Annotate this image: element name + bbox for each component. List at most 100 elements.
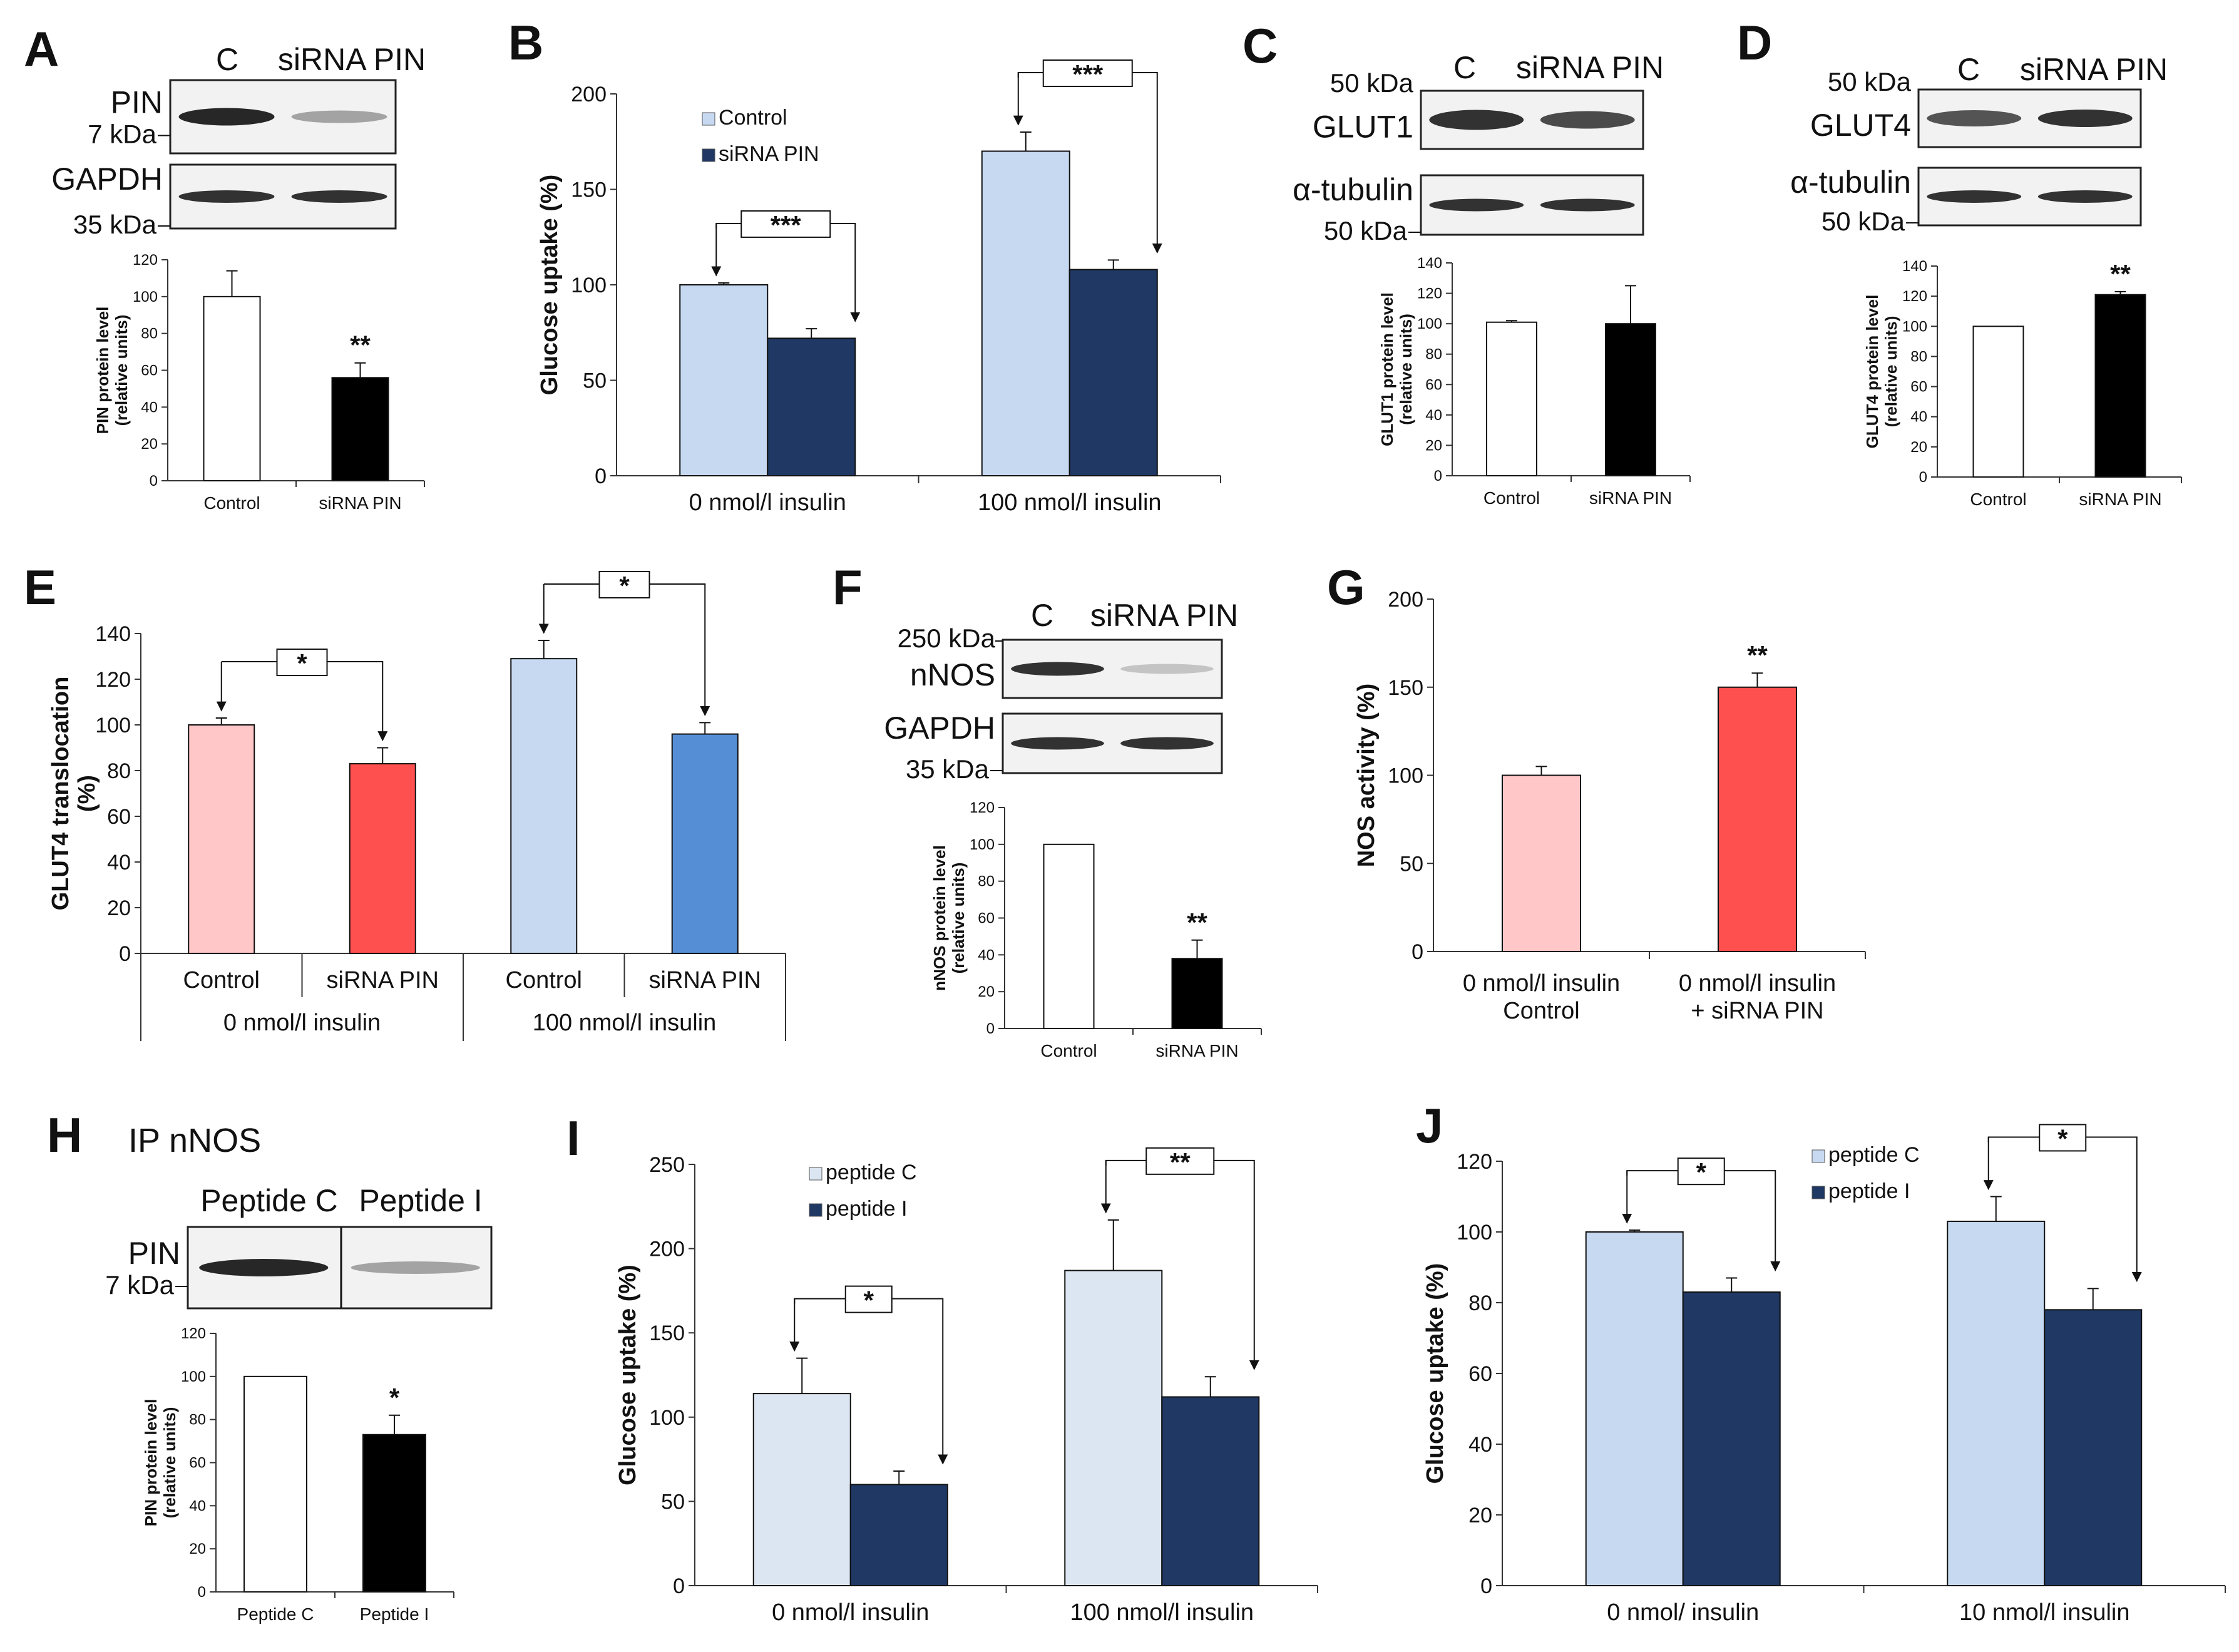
y-tick-label: 0 [1434,468,1442,485]
bar [1972,326,2024,478]
bar [2044,1309,2143,1587]
y-axis-label: PIN protein level(relative units) [93,307,131,434]
x-category-label: 10 nmol/l insulin [1959,1599,2129,1626]
x-category-label: 0 nmol/l insulin + siRNA PIN [1679,970,1836,1024]
y-tick-label: 120 [95,668,131,692]
y-tick-label: 40 [1468,1433,1492,1457]
bar [1486,321,1537,477]
panel-label-F: F [833,560,863,615]
x-category-label: 100 nmol/l insulin [1070,1599,1254,1626]
blot-row-name: GLUT1 [1313,110,1413,145]
x-category-label: siRNA PIN [1155,1041,1238,1060]
y-tick-label: 80 [978,873,995,890]
blot-band [1011,662,1104,676]
panel-G: G 0 50 100 150 200 NOS activity (%) 0 nmol/l in… [1327,560,1866,1024]
panel-label-A: A [24,21,59,76]
panel-label-H: H [47,1107,82,1162]
bar [1161,1396,1260,1587]
significance-mark: * [619,571,630,600]
x-group-label: 0 nmol/l insulin [223,1010,381,1036]
blot-band [1120,737,1214,750]
y-tick-label: 140 [95,622,131,646]
y-tick-label: 60 [141,362,158,379]
y-tick-label: 40 [107,851,131,875]
marker-size: 35 kDa [73,210,157,239]
significance-box [1145,1147,1215,1175]
x-category-label: Control [203,493,260,513]
y-tick-label: 0 [1919,469,1927,486]
y-tick-label: 150 [1388,676,1423,700]
marker-size: 50 kDa [1324,216,1408,245]
y-tick-label: 100 [95,714,131,737]
y-tick-label: 50 [1400,852,1423,876]
y-tick-label: 0 [119,942,131,966]
legend-swatch [1811,1149,1825,1163]
bar [1682,1291,1781,1587]
panel-label-I: I [566,1111,580,1166]
bar [752,1393,851,1587]
legend-label: peptide C [1828,1143,1920,1167]
legend-label: peptide I [826,1197,907,1221]
x-category-label: Peptide I [360,1604,429,1624]
bar [188,724,255,954]
blot-band [1429,198,1524,212]
y-tick-label: 100 [571,274,607,297]
y-tick-label: 100 [649,1406,685,1430]
significance-box [598,570,650,598]
bar [349,763,416,955]
y-tick-label: 140 [1417,255,1442,272]
blot-band [178,190,275,203]
legend-label: Control [719,106,787,130]
legend-swatch [702,112,715,126]
y-axis-label: GLUT1 protein level(relative units) [1378,292,1415,446]
bar [671,733,739,954]
bar [243,1375,307,1593]
panel-J: J 0 20 40 60 80 100 120 Glucose uptake (%) 0 nmol… [1416,1098,2226,1626]
y-tick-label: 100 [133,289,158,305]
bar [1605,323,1656,477]
y-tick-label: 250 [649,1153,685,1177]
x-category-label: Control [506,967,583,993]
panel-label-E: E [24,560,56,615]
blot-band [1540,198,1635,212]
marker-size: 35 kDa [906,754,990,784]
x-category-label: Control [1970,490,2026,509]
y-tick-label: 20 [978,983,995,1000]
y-tick-label: 0 [150,473,158,490]
x-category-label: siRNA PIN [327,967,439,993]
y-tick-label: 40 [978,947,995,963]
y-tick-label: 120 [181,1325,206,1342]
x-category-label: Peptide C [237,1604,314,1624]
legend-swatch [809,1203,822,1217]
bar [203,295,261,481]
panel-label-J: J [1416,1098,1443,1153]
y-tick-label: 40 [141,399,158,416]
y-tick-label: 60 [1425,376,1442,393]
blot-band [291,190,387,203]
x-group-label: 100 nmol/l insulin [533,1010,717,1036]
legend-swatch [1811,1186,1825,1199]
y-tick-label: 20 [1910,439,1927,456]
y-tick-label: 120 [1902,288,1927,305]
significance-mark: *** [771,210,802,240]
significance-mark: * [389,1383,400,1412]
lane-label: siRNA PIN [2020,52,2168,87]
bar [849,1484,948,1586]
significance-mark: * [1696,1157,1707,1187]
y-tick-label: 0 [986,1020,995,1037]
marker-size: 50 kDa [1330,68,1414,98]
significance-mark: ** [350,331,371,360]
blot-row-name: PIN [128,1236,180,1271]
panel-I: I 0 50 100 150 200 250 Glucose uptake (%) 0 nmol… [566,1111,1318,1626]
comparison-bracket [543,583,710,716]
panel-B: B 0 50 100 150 200 Glucose uptake (%) 0 nmol/l … [508,15,1221,516]
lane-label: siRNA PIN [1090,598,1238,633]
significance-box [1677,1157,1725,1186]
blot-band [1927,190,2022,203]
lane-label: Peptide C [200,1183,338,1218]
y-tick-label: 0 [673,1574,685,1598]
y-tick-label: 150 [571,178,607,202]
blot-row-name: GAPDH [51,162,163,197]
